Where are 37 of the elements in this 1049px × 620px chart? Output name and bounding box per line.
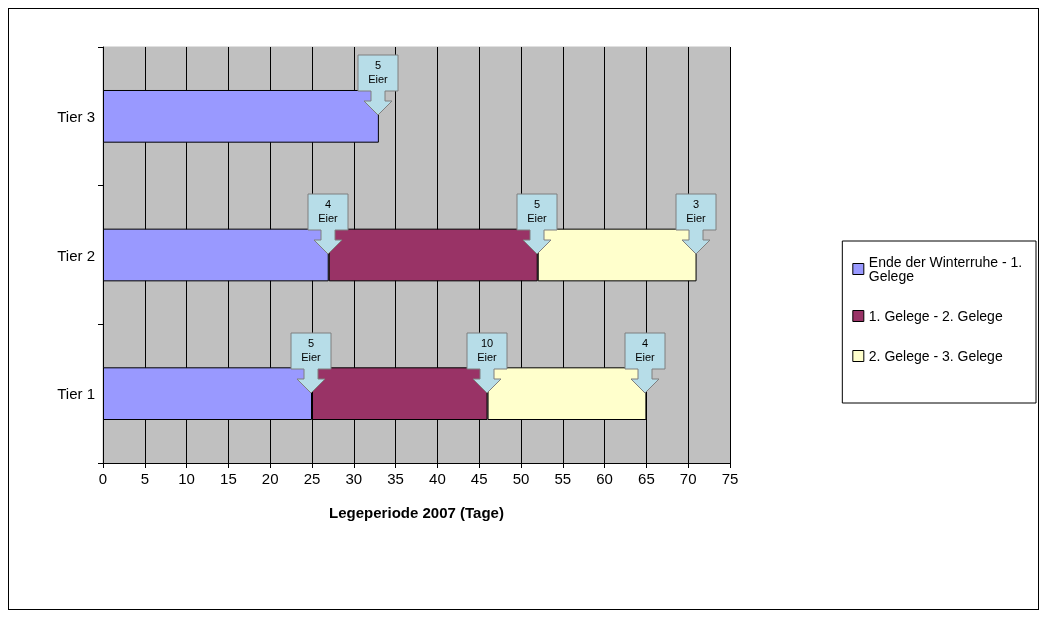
x-tick-label: 35 [387,470,404,487]
x-tick-label: 5 [140,470,149,487]
legend-label: 1. Gelege - 2. Gelege [868,308,1003,324]
x-tick-label: 55 [554,470,572,487]
x-axis-title: Legeperiode 2007 (Tage) [329,504,504,521]
x-tick-label: 25 [303,470,321,487]
x-tick-label: 60 [596,470,613,487]
annotation: 5 Eier [526,198,547,224]
down-arrow-callout: 5 Eier [356,54,399,117]
annotation: 5 Eier [368,59,388,86]
annotation: 4 Eier [635,336,656,363]
x-tick-label: 45 [470,470,488,487]
x-tick-label: 40 [429,470,446,487]
down-arrow-callout: 3 Eier [674,193,717,255]
x-tick-label: 65 [638,470,655,487]
x-tick-label: 15 [220,470,237,487]
legend-label: Ende der Winterruhe - 1. Gelege [868,254,1026,284]
x-tick-label: 10 [178,470,195,487]
down-arrow-callout: 4 Eier [624,331,667,394]
y-tick-label: Tier 3 [57,107,95,125]
x-tick-label: 70 [679,470,697,487]
down-arrow-callout: 5 Eier [290,331,332,394]
annotation: 3 Eier [685,198,706,224]
x-tick-label: 75 [721,470,739,487]
x-tick-label: 20 [261,470,279,487]
down-arrow-callout: 10 Eier [465,331,508,394]
annotation: 5 Eier [301,336,322,363]
y-tick-label: Tier 2 [57,246,95,264]
down-arrow-callout: 4 Eier [306,193,349,255]
annotation: 10 Eier [476,336,497,363]
annotation: 4 Eier [317,198,338,224]
down-arrow-callout: 5 Eier [515,193,558,255]
y-tick-label: Tier 1 [57,385,95,403]
x-tick-label: 30 [345,470,363,487]
x-tick-label: 0 [98,470,108,487]
legend-label: 2. Gelege - 3. Gelege [868,348,1003,364]
x-tick-label: 50 [512,470,530,487]
